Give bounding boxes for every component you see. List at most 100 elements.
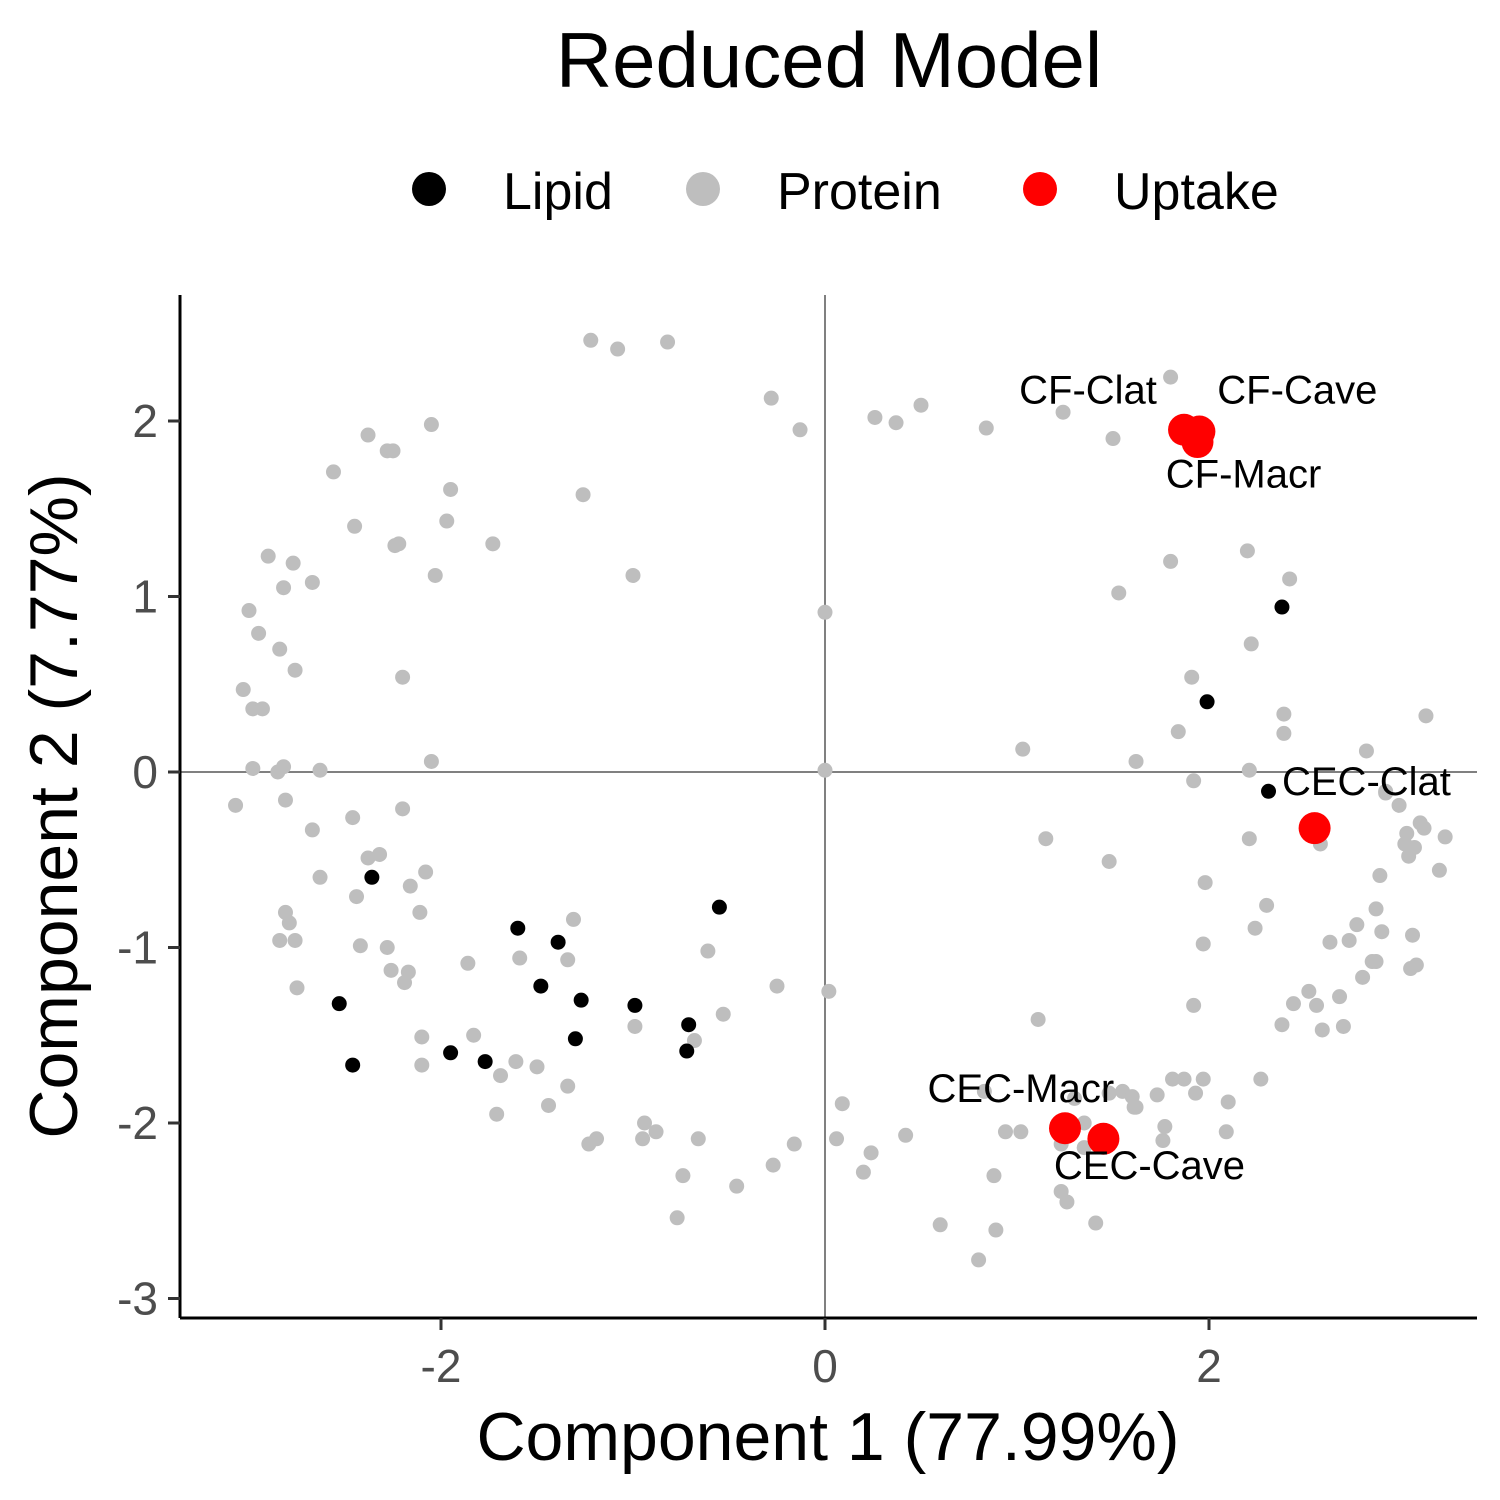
- data-point-protein: [228, 797, 244, 813]
- data-point-protein: [304, 822, 320, 838]
- data-point-protein: [489, 1106, 505, 1122]
- legend: Lipid Protein Uptake: [412, 163, 1279, 221]
- data-point-protein: [1155, 1133, 1171, 1149]
- data-point-protein: [1418, 708, 1434, 724]
- legend-marker-protein: [686, 172, 720, 206]
- data-point-protein: [485, 536, 501, 552]
- data-point-protein: [763, 390, 779, 406]
- data-point-protein: [1013, 1124, 1029, 1140]
- y-tick-label: 0: [132, 746, 158, 798]
- data-point-protein: [729, 1178, 745, 1194]
- data-point-protein: [1241, 762, 1257, 778]
- data-point-protein: [867, 409, 883, 425]
- data-point-protein: [493, 1068, 509, 1084]
- data-point-lipid: [1261, 783, 1277, 799]
- data-point-protein: [1105, 431, 1121, 447]
- data-point-protein: [610, 341, 626, 357]
- data-point-protein: [1186, 773, 1202, 789]
- data-point-protein: [281, 915, 297, 931]
- data-point-protein: [287, 662, 303, 678]
- data-point-protein: [627, 1018, 643, 1034]
- data-point-protein: [1163, 369, 1179, 385]
- data-point-protein: [439, 513, 455, 529]
- data-point-protein: [379, 940, 395, 955]
- data-point-uptake: [1049, 1112, 1081, 1145]
- data-point-protein: [1372, 868, 1388, 884]
- data-point-protein: [276, 759, 292, 775]
- data-point-protein: [565, 911, 581, 927]
- data-point-lipid: [567, 1031, 583, 1047]
- data-point-protein: [1055, 404, 1071, 420]
- data-point-protein: [512, 950, 528, 966]
- data-point-lipid: [533, 978, 549, 994]
- legend-label-protein: Protein: [777, 163, 942, 221]
- data-point-protein: [834, 1096, 850, 1112]
- data-point-protein: [245, 760, 261, 776]
- data-point-lipid: [711, 899, 727, 915]
- data-point-protein: [254, 701, 270, 717]
- data-point-protein: [988, 1222, 1004, 1238]
- data-point-protein: [304, 574, 320, 590]
- data-point-protein: [1186, 997, 1202, 1013]
- data-point-protein: [1301, 983, 1317, 999]
- data-point-protein: [385, 443, 401, 459]
- legend-marker-lipid: [412, 172, 446, 206]
- point-label: CEC-Clat: [1282, 760, 1451, 804]
- data-point-protein: [1220, 1094, 1236, 1110]
- data-point-protein: [460, 955, 476, 971]
- data-point-lipid: [1274, 599, 1290, 615]
- data-point-protein: [418, 864, 434, 880]
- legend-marker-uptake: [1023, 172, 1057, 206]
- data-point-protein: [1197, 875, 1213, 891]
- data-point-protein: [1276, 725, 1292, 741]
- data-point-protein: [1101, 1085, 1117, 1101]
- data-point-uptake: [1181, 426, 1214, 459]
- data-point-lipid: [627, 997, 643, 1013]
- data-point-protein: [272, 641, 288, 657]
- data-point-protein: [1247, 920, 1263, 936]
- data-point-protein: [466, 1027, 482, 1043]
- data-point-protein: [1431, 862, 1447, 878]
- data-point-protein: [529, 1059, 545, 1075]
- data-point-protein: [715, 1006, 731, 1022]
- data-point-protein: [1188, 1085, 1204, 1101]
- data-point-protein: [289, 980, 305, 996]
- data-point-protein: [829, 1131, 845, 1147]
- data-point-protein: [769, 978, 785, 994]
- data-point-protein: [660, 334, 676, 350]
- y-tick-label: 2: [132, 395, 158, 447]
- data-point-protein: [1274, 1017, 1290, 1033]
- data-point-protein: [1358, 743, 1374, 759]
- data-point-protein: [1176, 1071, 1192, 1087]
- data-point-protein: [1335, 1018, 1351, 1034]
- x-axis-title: Component 1 (77.99%): [476, 1399, 1179, 1475]
- data-point-protein: [414, 1057, 430, 1073]
- data-point-protein: [427, 567, 443, 583]
- data-point-protein: [423, 417, 439, 433]
- data-point-protein: [383, 962, 399, 978]
- data-point-protein: [821, 983, 837, 999]
- data-point-protein: [1126, 1099, 1142, 1115]
- data-point-protein: [345, 810, 361, 826]
- data-point-protein: [700, 943, 716, 959]
- data-point-lipid: [573, 992, 589, 1008]
- data-point-protein: [1184, 669, 1200, 685]
- data-point-protein: [669, 1210, 685, 1226]
- x-tick-label: -2: [421, 1340, 462, 1392]
- data-point-protein: [1218, 1124, 1234, 1140]
- data-point-protein: [251, 625, 267, 641]
- data-point-protein: [541, 1097, 557, 1113]
- data-point-protein: [1038, 831, 1054, 847]
- data-point-protein: [1368, 954, 1384, 970]
- data-point-protein: [395, 801, 411, 817]
- data-point-protein: [1349, 917, 1365, 933]
- data-point-protein: [1285, 996, 1301, 1012]
- data-point-protein: [360, 850, 376, 866]
- y-axis-title: Component 2 (7.77%): [16, 473, 92, 1138]
- data-point-protein: [855, 1164, 871, 1180]
- data-point-protein: [976, 1083, 992, 1099]
- data-point-protein: [589, 1131, 605, 1147]
- data-point-protein: [391, 536, 407, 552]
- data-point-protein: [1059, 1194, 1075, 1210]
